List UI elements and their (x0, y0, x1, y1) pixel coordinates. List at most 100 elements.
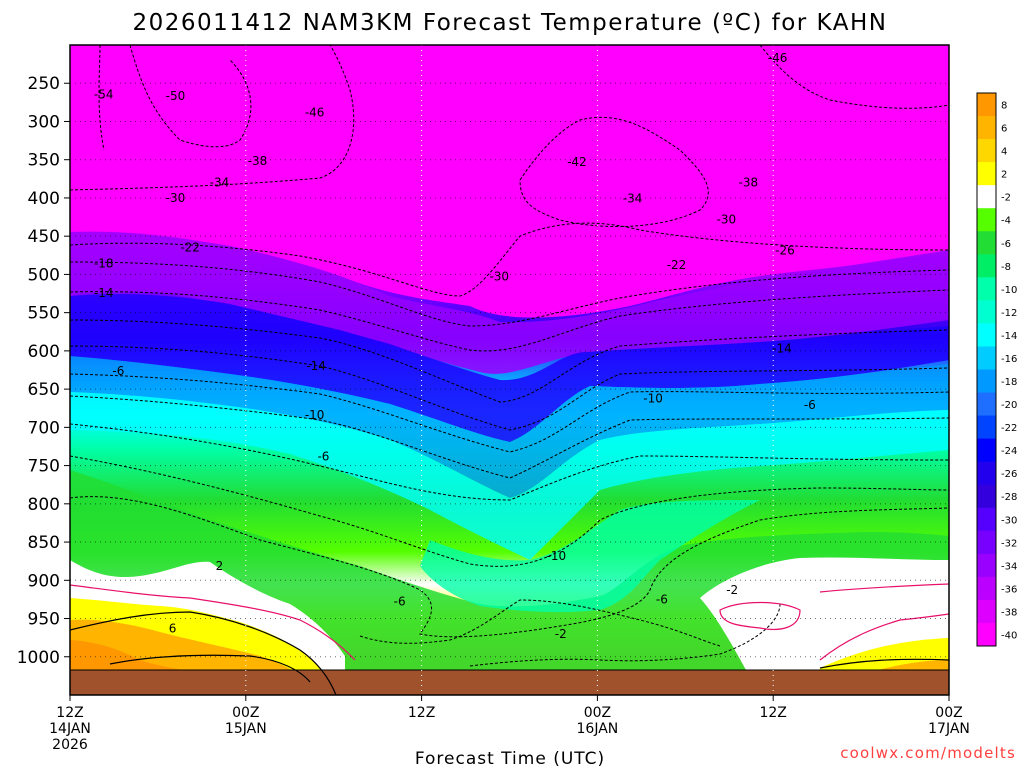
contour-label: -2 (555, 627, 567, 641)
deep-blue-band (70, 294, 949, 442)
colorbar-label: -40 (1001, 630, 1017, 641)
y-tick-label: 1000 (17, 648, 60, 668)
colorbar-label: -30 (1001, 515, 1017, 526)
colorbar-label: 2 (1001, 170, 1007, 181)
colorbar-label: 8 (1001, 101, 1007, 112)
contour-label: -6 (394, 595, 406, 609)
contour-label: -6 (112, 364, 124, 378)
y-tick-label: 400 (28, 189, 60, 209)
contour-label: -14 (306, 359, 326, 373)
colorbar-swatch (977, 415, 996, 440)
colorbar-swatch (977, 231, 996, 255)
colorbar-swatch (977, 300, 996, 324)
isotherm-minus-46 (69, 44, 355, 191)
isotherm-minus-10 (69, 455, 950, 567)
colorbar-label: -38 (1001, 607, 1017, 618)
isotherm-contours (69, 44, 950, 667)
isotherm-plus-2-left (69, 611, 337, 696)
contour-label-text: -10 (547, 549, 567, 563)
y-tick-label: 950 (28, 610, 60, 630)
y-tick-label: 250 (28, 74, 60, 94)
colorbar-swatch (977, 530, 996, 555)
contour-label-text: -26 (775, 244, 795, 258)
contour-label: -34 (623, 192, 643, 206)
colorbar-label: -16 (1001, 354, 1017, 365)
freezing-line-right (819, 583, 950, 593)
isotherm-minus-50 (129, 44, 252, 148)
colorbar-label: -4 (1001, 216, 1011, 227)
colorbar-label: -24 (1001, 446, 1017, 457)
y-tick-label: 700 (28, 418, 60, 438)
freezing-loop-right (719, 601, 801, 631)
colorbar-label: -26 (1001, 469, 1017, 480)
contour-label-text: -6 (656, 592, 668, 606)
colorbar-label: -20 (1001, 400, 1017, 411)
contour-label: -18 (94, 257, 114, 271)
y-tick-label: 500 (28, 265, 60, 285)
isotherm-plus-6-right (819, 658, 950, 669)
isotherm-minus-2 (469, 603, 781, 667)
x-tick-label: 12Z (759, 705, 786, 721)
mid-blue-band (70, 356, 949, 498)
contour-label: -38 (738, 176, 758, 190)
isotherm-minus-26 (69, 345, 950, 431)
contour-label-text: -6 (112, 364, 124, 378)
colorbar-swatch (977, 139, 996, 163)
colorbar-swatch (977, 392, 996, 417)
contour-label-text: -10 (643, 391, 663, 405)
ground-surface (70, 670, 949, 695)
isotherm-minus-46-right (759, 44, 950, 109)
x-tick-label: 17JAN (928, 721, 970, 737)
contour-label-text: -22 (180, 241, 200, 255)
contour-label-text: -14 (306, 359, 326, 373)
contour-label-text: -46 (305, 105, 325, 119)
isotherm-minus-22 (69, 373, 950, 453)
isotherm-minus-6 (69, 496, 950, 638)
y-tick-label: 300 (28, 112, 60, 132)
x-tick-label: 16JAN (577, 721, 619, 737)
colorbar-label: -28 (1001, 492, 1017, 503)
colorbar-label: -8 (1001, 262, 1011, 273)
contour-label-text: -22 (667, 258, 687, 272)
colorbar-swatch (977, 461, 996, 486)
isotherm-minus-42 (69, 222, 950, 297)
colorbar: 8 6 4 2 -2 -4 -6 -8 -10 -12 -14 -16 -18 -20 -22 -24 -26 -… (976, 92, 1017, 647)
gridlines (70, 45, 949, 695)
contour-label: -54 (94, 88, 114, 102)
contour-label-text: -34 (210, 176, 230, 190)
contour-label: -10 (643, 391, 663, 405)
contour-label: -10 (305, 408, 325, 422)
plot-frame (69, 44, 950, 696)
isotherm-minus-54 (98, 44, 105, 151)
x-tick-label: 12Z (408, 705, 435, 721)
contour-label-text: -2 (726, 583, 738, 597)
colorbar-label: -6 (1001, 239, 1011, 250)
contour-label-text: -30 (489, 270, 509, 284)
isotherm-minus-18 (69, 395, 950, 479)
colorbar-swatch (977, 254, 996, 278)
colorbar-swatch (977, 277, 996, 301)
contour-label: 2 (216, 559, 224, 573)
contour-label: -22 (667, 258, 687, 272)
freezing-line-left (69, 584, 356, 661)
y-tick-label: 750 (28, 457, 60, 477)
y-tick-label: 850 (28, 533, 60, 553)
x-tick-label: 15JAN (225, 721, 267, 737)
contour-label: -2 (726, 583, 738, 597)
contour-label-text: -2 (555, 627, 567, 641)
cyan-band (70, 392, 949, 560)
colorbar-label: -10 (1001, 285, 1017, 296)
colorbar-label: -2 (1001, 193, 1011, 204)
isotherm-plus-6-left (109, 654, 311, 683)
contour-label: -30 (717, 212, 737, 226)
x-tick-label: 12Z (56, 705, 83, 721)
x-tick-label: 2026 (52, 737, 88, 753)
contour-label: -14 (772, 342, 792, 356)
contour-label: -34 (210, 176, 230, 190)
colorbar-swatch (977, 116, 996, 140)
contour-label-text: 2 (216, 559, 224, 573)
chart-title: 2026011412 NAM3KM Forecast Temperature (… (133, 10, 888, 36)
y-tick-label: 550 (28, 304, 60, 324)
contour-label-text: -30 (717, 212, 737, 226)
